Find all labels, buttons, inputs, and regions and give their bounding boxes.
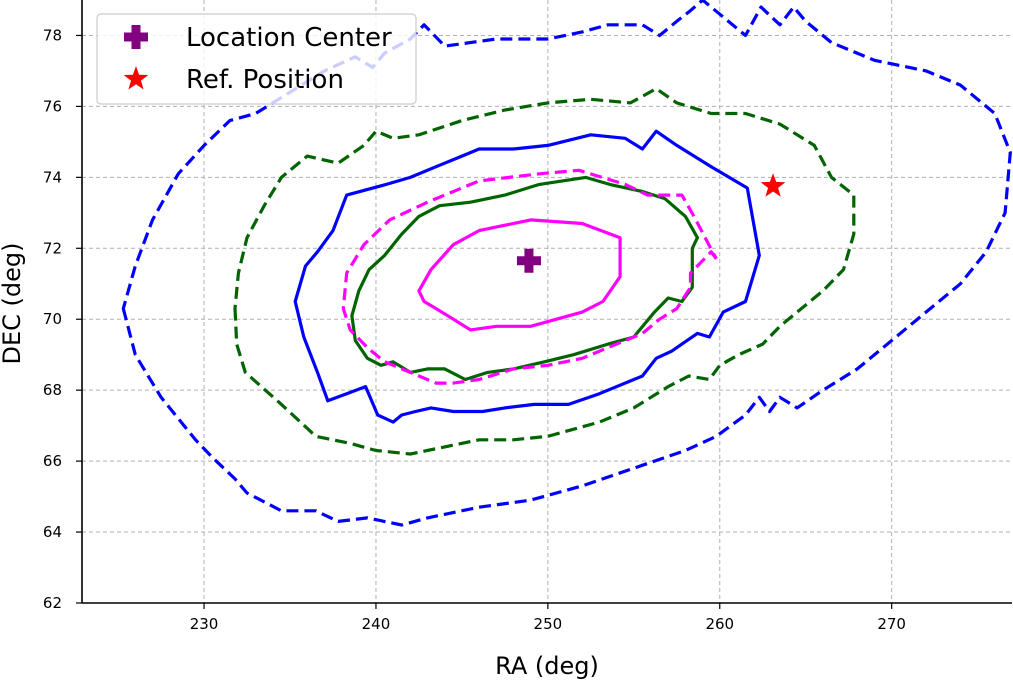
y-tick-label-74: 74 <box>43 168 62 186</box>
legend-marker-ref-position <box>123 66 149 90</box>
legend: Location Center Ref. Position <box>96 13 417 105</box>
x-tick-label-260: 260 <box>705 615 734 633</box>
marker-location-center <box>516 248 541 273</box>
x-tick-label-240: 240 <box>362 615 391 633</box>
markers <box>516 173 786 273</box>
legend-marker-location-center <box>124 25 148 49</box>
legend-label-ref-position: Ref. Position <box>186 65 344 95</box>
contour-magenta-solid <box>417 218 622 332</box>
y-tick-label-66: 66 <box>43 452 62 470</box>
y-tick-label-70: 70 <box>43 310 62 328</box>
x-tick-label-230: 230 <box>190 615 219 633</box>
legend-box <box>96 13 417 105</box>
legend-label-location-center: Location Center <box>186 23 392 53</box>
legend-marker-shape-location-center <box>124 25 148 49</box>
y-tick-label-62: 62 <box>43 594 62 612</box>
y-tick-label-68: 68 <box>43 381 62 399</box>
y-tick-label-78: 78 <box>43 26 62 44</box>
y-axis-label: DEC (deg) <box>0 243 26 365</box>
axes <box>81 0 1012 604</box>
contour-magenta-dashed <box>341 168 718 385</box>
y-tick-label-72: 72 <box>43 239 62 257</box>
y-tick-label-76: 76 <box>43 97 62 115</box>
legend-marker-shape-ref-position <box>123 66 149 90</box>
y-tick-label-64: 64 <box>43 523 62 541</box>
ticks: 230 240 250 260 270 62 64 66 68 70 72 74 76 78 <box>43 26 906 633</box>
contour-blue-solid <box>293 129 761 424</box>
contour-green-dashed <box>233 87 856 456</box>
x-axis-label: RA (deg) <box>495 652 599 680</box>
marker-ref-position <box>760 173 786 197</box>
x-tick-label-270: 270 <box>877 615 906 633</box>
x-tick-label-250: 250 <box>534 615 563 633</box>
